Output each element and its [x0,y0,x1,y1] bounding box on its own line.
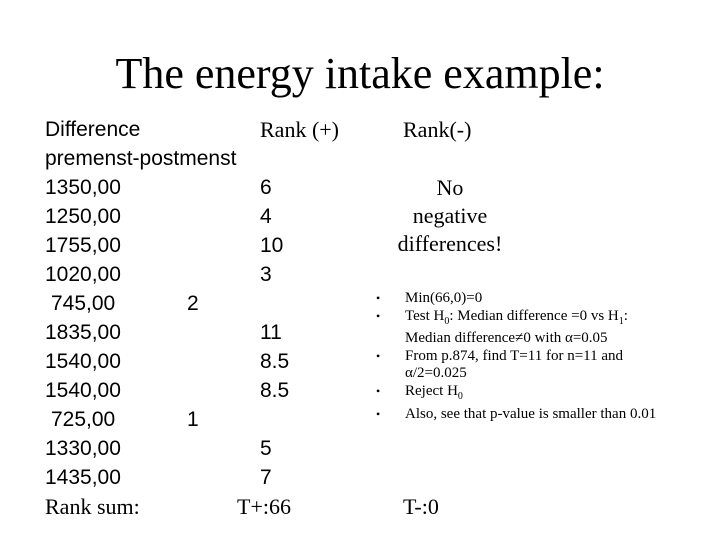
bullet-item: Reject H0 [376,383,676,405]
rank-plus-cell: 5 [260,437,272,460]
difference-cell: 1835,00 [45,321,121,344]
rank-cell: 1 [187,408,199,431]
header-difference-line2: premenst-postmenst [45,147,237,170]
note-line: No [436,175,464,200]
subscript: 0 [444,316,450,327]
bullet-text: Also, see that p-value is smaller than 0… [405,406,657,422]
difference-cell: 1755,00 [45,234,121,257]
bullet-text: Test H [405,308,445,324]
rank-plus-cell: 6 [260,176,272,199]
note-line: negative [412,203,488,228]
subscript: 1 [618,316,624,327]
header-rank-plus: Rank (+) [260,117,339,142]
rank-plus-cell: 8.5 [260,350,290,373]
note-line: differences! [397,231,503,256]
bullet-item: Min(66,0)=0 [376,290,676,307]
bullet-item: Also, see that p-value is smaller than 0… [376,406,676,423]
rank-plus-cell: 8.5 [260,379,290,402]
rank-plus-cell: 10 [260,234,284,257]
bullet-text: Reject H [405,383,458,399]
difference-cell: 1020,00 [45,263,121,286]
rank-plus-cell: 7 [260,466,272,489]
difference-cell: 1350,00 [45,176,121,199]
bullet-text: : Median difference≠0 with α=0.05 [405,308,628,346]
bullet-list: Min(66,0)=0Test H0: Median difference =0… [376,290,676,424]
difference-cell: 1540,00 [45,379,121,402]
bullet-text: Min(66,0)=0 [405,290,483,306]
rank-plus-cell: 3 [260,263,272,286]
header-rank-minus: Rank(-) [403,117,472,142]
rank-plus-cell: 11 [260,321,282,344]
rank-sum-minus: T-:0 [403,494,439,519]
bullet-text: : Median difference =0 vs H [449,308,619,324]
rank-sum-plus: T+:66 [237,494,291,519]
slide-title: The energy intake example: [115,49,605,98]
rank-cell: 2 [187,292,199,315]
difference-cell: 1330,00 [45,437,121,460]
difference-cell: 1540,00 [45,350,121,373]
difference-cell: 725,00 [51,408,116,431]
bullet-item: From p.874, find T=11 for n=11 and α/2=0… [376,348,676,382]
note: No negative differences! [380,174,520,258]
difference-cell: 1250,00 [45,205,121,228]
header-difference: Difference [45,118,141,141]
subscript: 0 [457,391,463,402]
bullet-item: Test H0: Median difference =0 vs H1: Med… [376,308,676,347]
difference-cell: 1435,00 [45,466,121,489]
rank-plus-cell: 4 [260,205,272,228]
bullet-text: From p.874, find T=11 for n=11 and α/2=0… [405,348,624,381]
difference-cell: 745,00 [51,292,116,315]
rank-sum-label: Rank sum: [45,494,140,519]
